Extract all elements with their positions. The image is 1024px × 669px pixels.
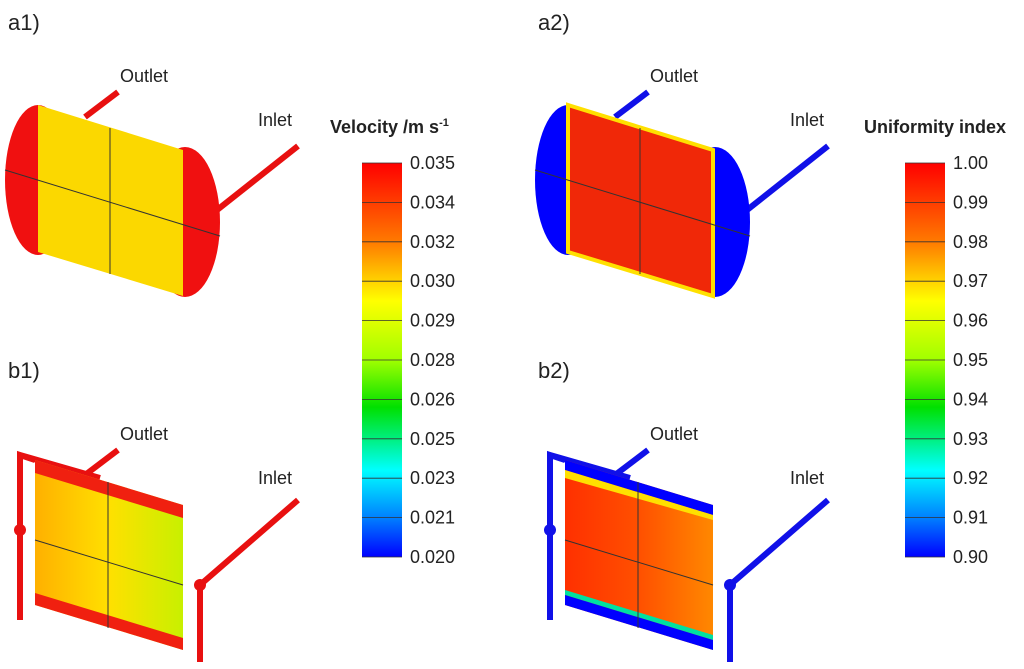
colorbar-title: Uniformity index xyxy=(864,117,1006,137)
colorbar-tick-label: 0.92 xyxy=(953,468,988,488)
colorbar-tick-label: 0.99 xyxy=(953,192,988,212)
outlet-label: Outlet xyxy=(120,66,168,86)
colorbar-tick-label: 0.021 xyxy=(410,508,455,528)
colorbar-tick-label: 0.96 xyxy=(953,311,988,331)
inlet-label: Inlet xyxy=(258,110,292,130)
colorbar-tick-label: 0.028 xyxy=(410,350,455,370)
colorbar-tick-label: 0.032 xyxy=(410,232,455,252)
colorbar-tick-label: 0.025 xyxy=(410,429,455,449)
colorbar-tick-label: 0.98 xyxy=(953,232,988,252)
title-text: Velocity /m s xyxy=(330,117,439,137)
inlet-label: Inlet xyxy=(790,110,824,130)
colorbar-title: Velocity /m s-1 xyxy=(330,117,449,137)
colorbar-tick-label: 0.91 xyxy=(953,508,988,528)
colorbar-tick-label: 0.034 xyxy=(410,192,455,212)
panel-label: a2) xyxy=(538,10,570,35)
panel-label: b1) xyxy=(8,358,40,383)
colorbar-tick-label: 0.94 xyxy=(953,389,988,409)
panel-b1 xyxy=(14,447,300,662)
colorbar-tick-label: 1.00 xyxy=(953,153,988,173)
colorbar-tick-label: 0.029 xyxy=(410,311,455,331)
title-superscript: -1 xyxy=(439,117,449,129)
panel-b2 xyxy=(544,447,830,662)
colorbar-tick-label: 0.035 xyxy=(410,153,455,173)
colorbar-tick-label: 0.020 xyxy=(410,547,455,567)
colorbar-tick-label: 0.030 xyxy=(410,271,455,291)
panel-label: a1) xyxy=(8,10,40,35)
colorbar-tick-label: 0.023 xyxy=(410,468,455,488)
inlet-label: Inlet xyxy=(790,468,824,488)
title-text: Uniformity index xyxy=(864,117,1006,137)
panel-a2 xyxy=(534,89,830,299)
panel-label: b2) xyxy=(538,358,570,383)
colorbar-tick-label: 0.90 xyxy=(953,547,988,567)
colorbar-tick-label: 0.95 xyxy=(953,350,988,370)
colorbar-tick-label: 0.93 xyxy=(953,429,988,449)
outlet-label: Outlet xyxy=(650,424,698,444)
colorbar-tick-label: 0.026 xyxy=(410,389,455,409)
colorbar-tick-label: 0.97 xyxy=(953,271,988,291)
outlet-label: Outlet xyxy=(650,66,698,86)
panel-a1 xyxy=(4,89,300,297)
inlet-label: Inlet xyxy=(258,468,292,488)
outlet-label: Outlet xyxy=(120,424,168,444)
